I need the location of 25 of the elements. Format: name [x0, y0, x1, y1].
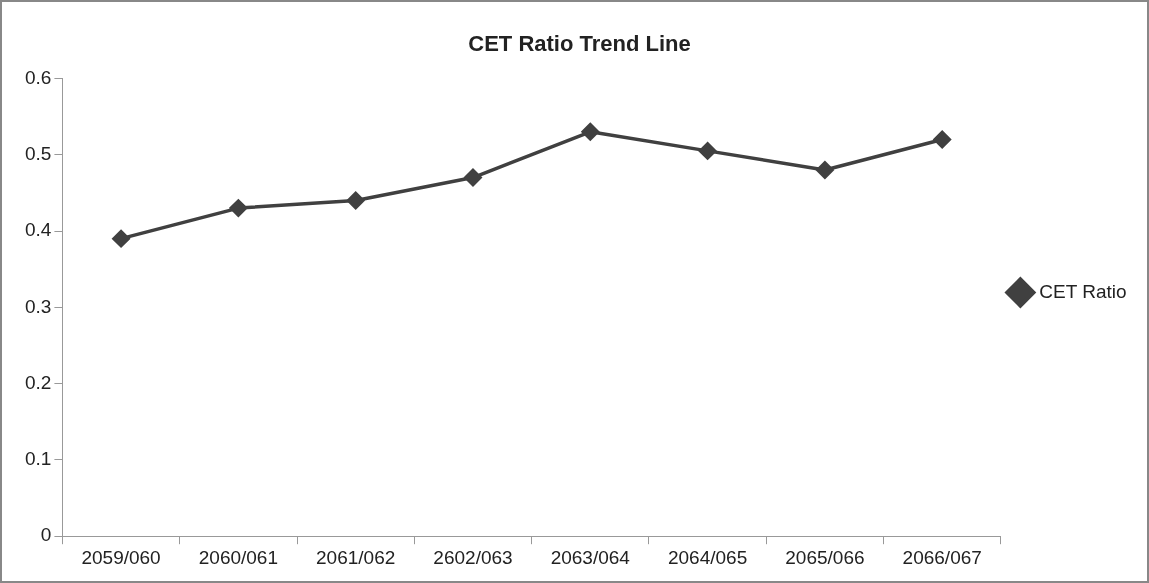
y-tick-label: 0.4 — [24, 219, 52, 241]
chart-title: CET Ratio Trend Line — [468, 31, 691, 57]
point — [229, 199, 248, 217]
point — [464, 168, 482, 187]
y-tick-label: 0.6 — [24, 66, 52, 88]
y-tick-label: 0.1 — [24, 448, 52, 470]
x-tick-label: 2061/062 — [316, 546, 396, 568]
point — [112, 229, 130, 248]
y-tick-label: 0.2 — [24, 371, 52, 393]
point — [816, 161, 834, 179]
x-tick-label: 2066/067 — [902, 546, 982, 568]
legend-label: CET Ratio — [1039, 280, 1127, 302]
point — [933, 130, 951, 149]
y-tick-label: 0.3 — [24, 295, 52, 317]
point — [581, 123, 600, 141]
y-tick-label: 0.5 — [24, 142, 52, 164]
x-tick-label: 2064/065 — [667, 546, 748, 568]
point — [698, 142, 717, 160]
x-tick-label: 2065/066 — [785, 546, 865, 568]
x-tick-label: 2059/060 — [81, 546, 161, 568]
y-tick-label: 0 — [40, 524, 52, 546]
point — [346, 191, 365, 210]
x-tick-label: 2063/064 — [550, 546, 631, 568]
x-tick-label: 2602/063 — [433, 546, 513, 568]
x-tick-label: 2060/061 — [198, 546, 278, 568]
